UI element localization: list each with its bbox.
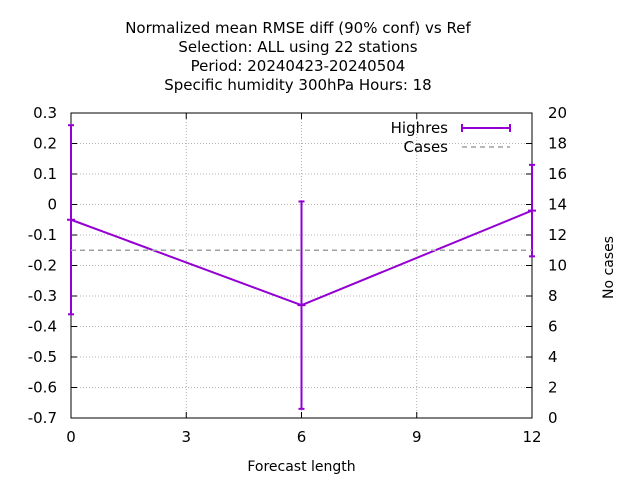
x-tick-label: 3 (181, 428, 191, 446)
y-tick-label: -0.3 (28, 287, 57, 305)
y-tick-label: -0.2 (28, 257, 57, 275)
y2-tick-label: 20 (548, 104, 567, 122)
y2-tick-label: 18 (548, 135, 567, 153)
y-tick-label: 0.1 (33, 165, 57, 183)
y2-tick-label: 0 (548, 409, 558, 427)
y-tick-label: -0.4 (28, 318, 57, 336)
y2-tick-label: 12 (548, 226, 567, 244)
y-tick-label: -0.5 (28, 348, 57, 366)
y-tick-label: -0.6 (28, 379, 57, 397)
title-line: Selection: ALL using 22 stations (178, 38, 417, 56)
title-line: Specific humidity 300hPa Hours: 18 (164, 76, 431, 94)
x-tick-label: 6 (297, 428, 307, 446)
x-tick-label: 0 (66, 428, 76, 446)
y2-axis-label: No cases (601, 236, 617, 299)
legend-label: Cases (403, 138, 448, 156)
series (67, 124, 536, 410)
y2-tick-label: 8 (548, 287, 558, 305)
y-tick-label: -0.1 (28, 226, 57, 244)
grid (71, 113, 532, 418)
legend-label: Highres (391, 119, 449, 137)
y2-tick-label: 10 (548, 257, 567, 275)
y-tick-labels: 0.3 0.2 0.1 0 -0.1 -0.2 -0.3 -0.4 -0.5 -0.6 -0.7 (28, 104, 57, 427)
y2-tick-label: 14 (548, 196, 567, 214)
y-tick-label: 0.3 (33, 104, 57, 122)
x-tick-label: 9 (412, 428, 422, 446)
x-tick-label: 12 (522, 428, 541, 446)
chart-title: Normalized mean RMSE diff (90% conf) vs … (125, 19, 471, 94)
y2-tick-label: 2 (548, 379, 558, 397)
y-tick-label: -0.7 (28, 409, 57, 427)
y-tick-label: 0.2 (33, 135, 57, 153)
title-line: Normalized mean RMSE diff (90% conf) vs … (125, 19, 471, 37)
x-tick-labels: 0 3 6 9 12 (66, 428, 541, 446)
x-axis-label: Forecast length (247, 459, 355, 475)
y2-tick-label: 6 (548, 318, 558, 336)
title-line: Period: 20240423-20240504 (191, 57, 406, 75)
y2-tick-label: 16 (548, 165, 567, 183)
y2-tick-label: 4 (548, 348, 558, 366)
axis-ticks (70, 112, 533, 419)
y-tick-label: 0 (47, 196, 57, 214)
